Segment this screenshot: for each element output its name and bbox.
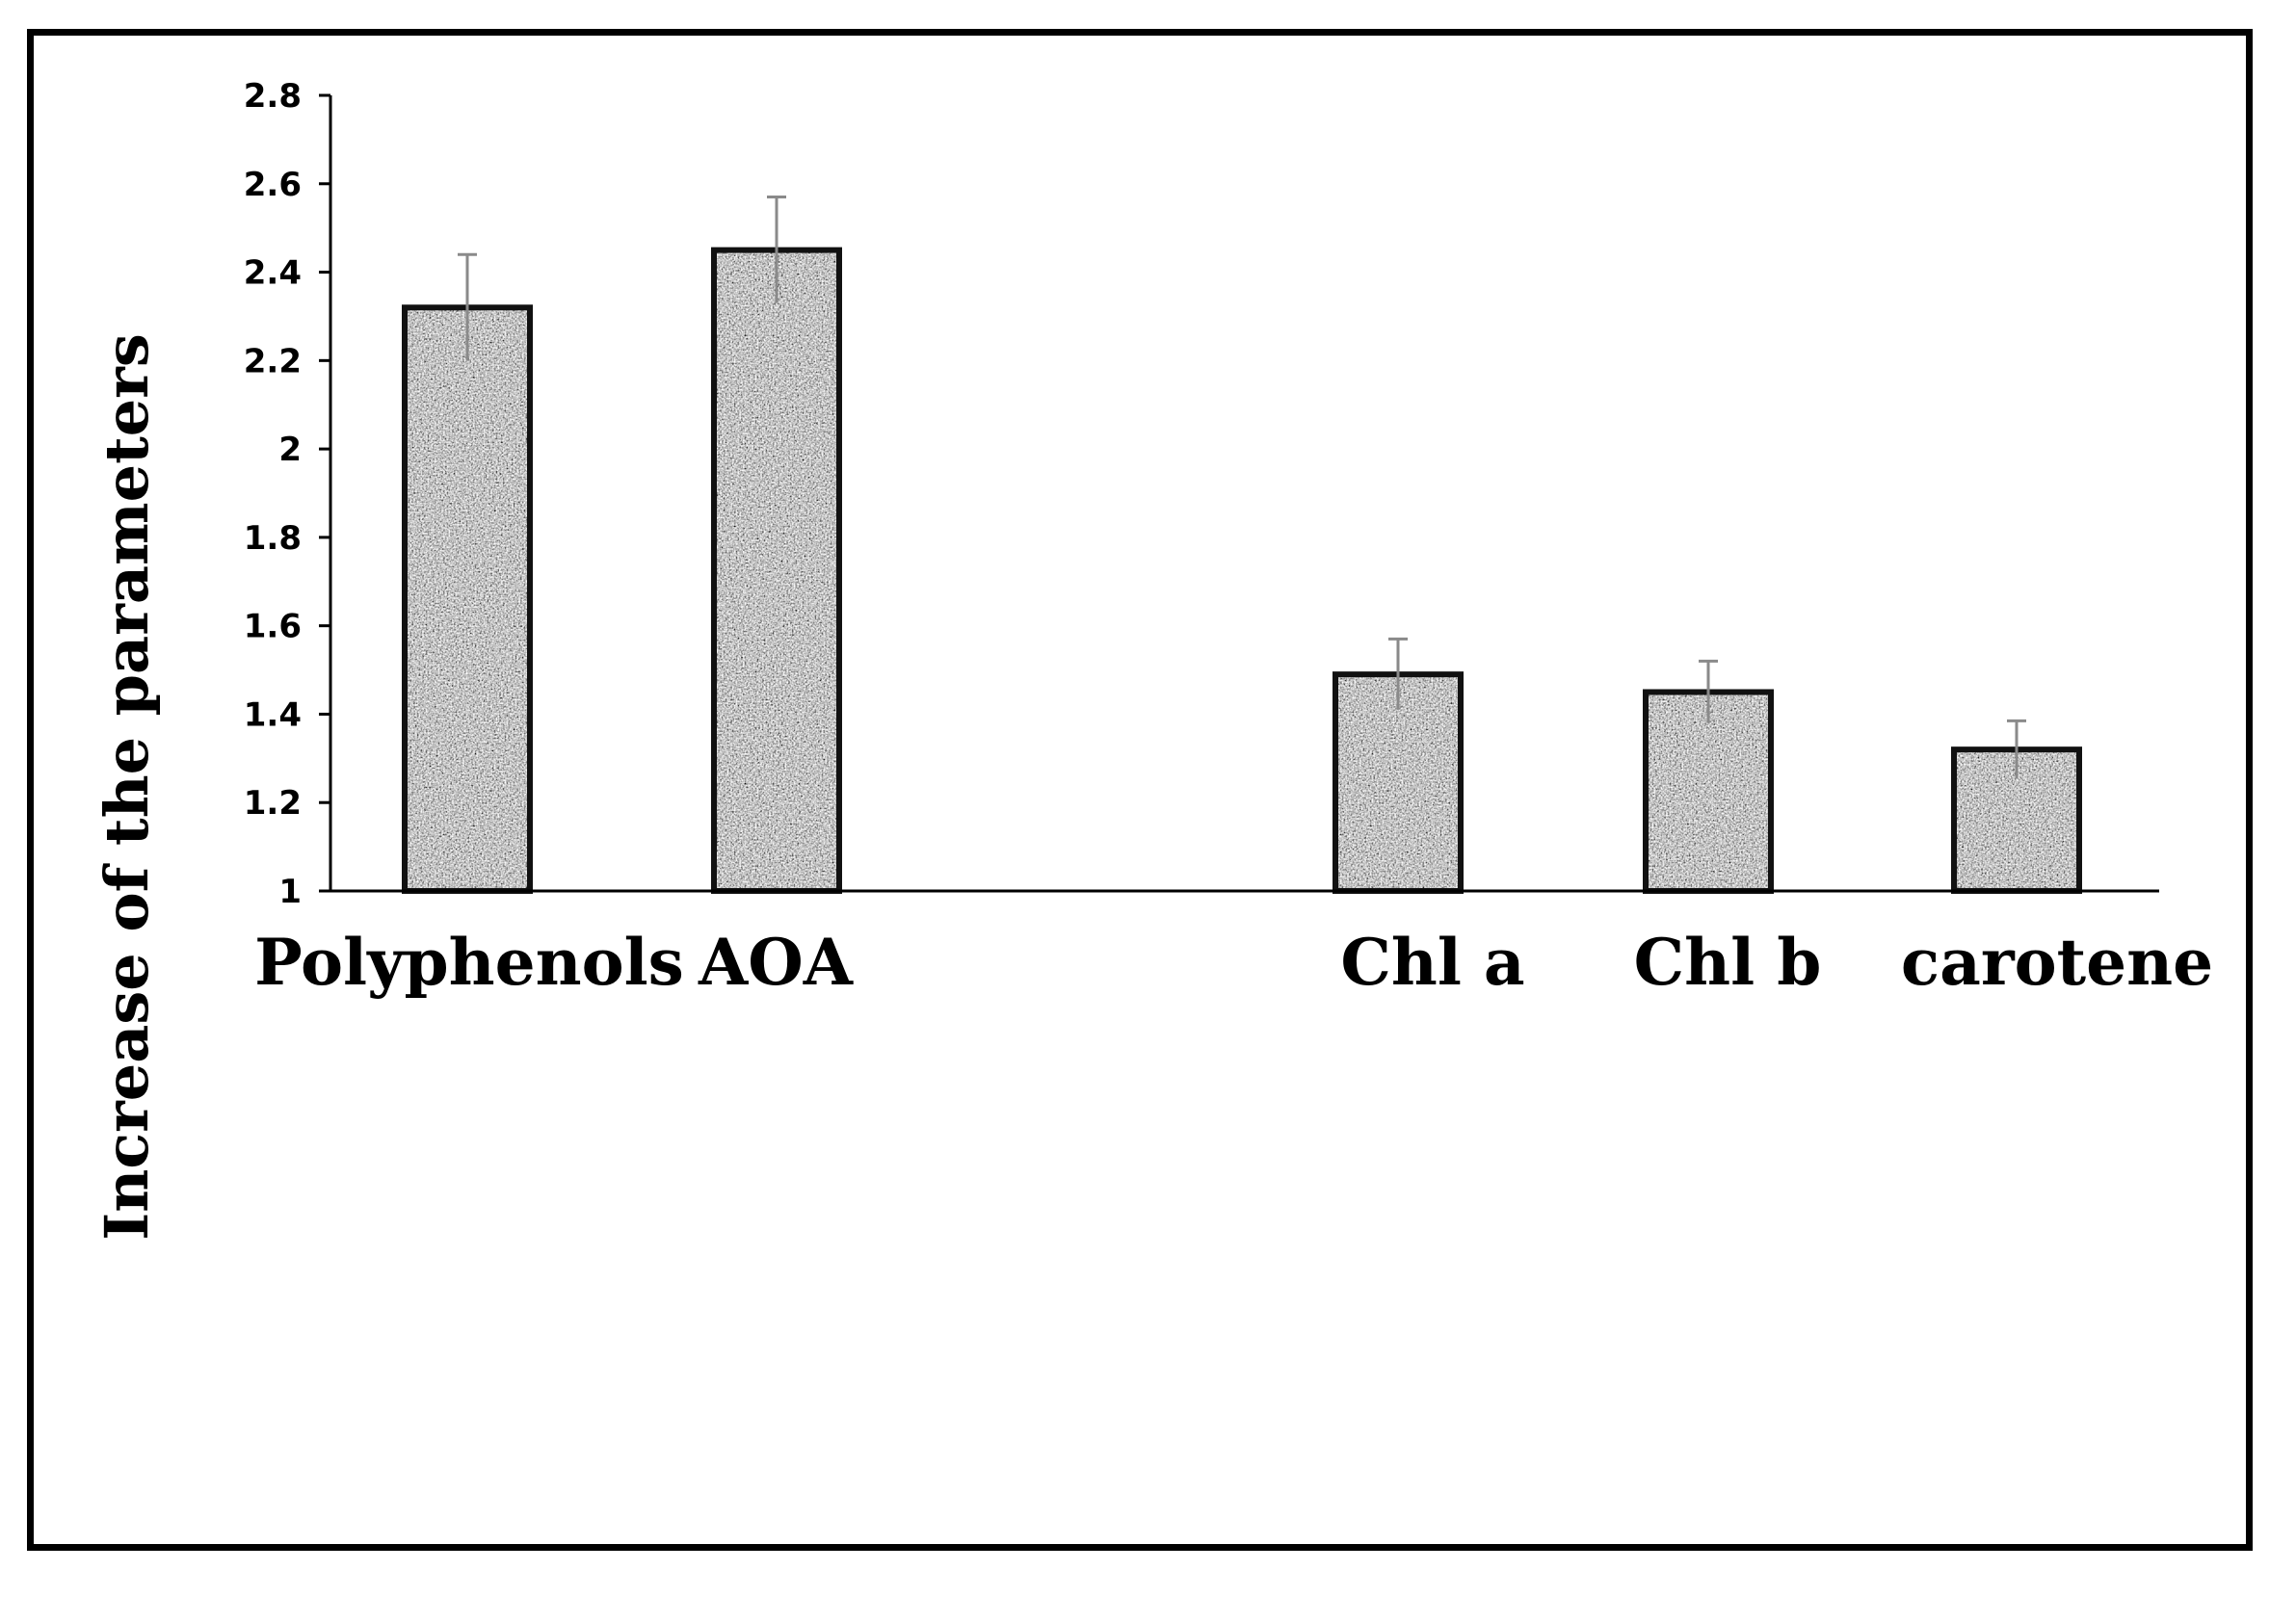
y-tick-label: 1.8 (244, 519, 302, 558)
y-axis-label: Increase of the parameters (92, 333, 162, 1240)
category-label: Chl a (1340, 925, 1524, 1000)
y-tick-label: 2.2 (244, 342, 302, 380)
bar (1646, 692, 1771, 891)
bar (714, 249, 839, 892)
bars-group (402, 247, 2082, 895)
bar (1335, 674, 1461, 891)
y-tick-label: 2 (278, 431, 302, 469)
category-label: Chl b (1634, 925, 1822, 1000)
category-label: Polyphenols (254, 925, 684, 1000)
bar (405, 307, 530, 891)
category-label: carotene (1901, 925, 2213, 1000)
category-label: AOA (698, 925, 854, 1000)
y-tick-label: 2.8 (244, 77, 302, 116)
y-tick-label: 1.4 (244, 695, 302, 734)
chart-frame: Increase of the parameters 1 1.2 1.4 1.6 1.8… (27, 29, 2253, 1551)
bar-chart: Increase of the parameters 1 1.2 1.4 1.6 1.8… (92, 77, 2213, 1241)
y-tick-label: 2.4 (244, 254, 302, 293)
y-axis: 1 1.2 1.4 1.6 1.8 2 2.2 2.4 2.6 2.8 (244, 77, 332, 911)
error-bars-group (458, 196, 2026, 778)
y-tick-label: 2.6 (244, 166, 302, 204)
y-tick-label: 1.2 (244, 784, 302, 823)
y-tick-label: 1 (278, 873, 302, 911)
category-labels: Polyphenols AOA Chl a Chl b carotene (254, 925, 2213, 1000)
y-tick-label: 1.6 (244, 608, 302, 646)
